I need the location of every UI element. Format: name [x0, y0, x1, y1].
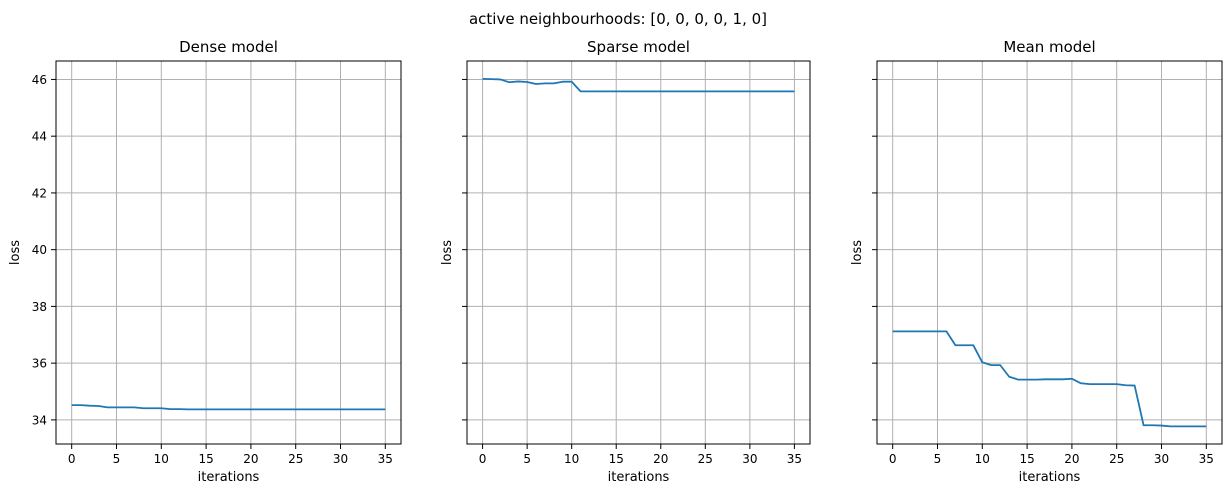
y-tick-label: 42 [32, 186, 47, 200]
x-tick-label: 20 [243, 452, 258, 466]
y-tick-label: 36 [32, 357, 47, 371]
y-axis-label: loss [440, 240, 455, 265]
x-tick-label: 20 [1064, 452, 1079, 466]
x-tick-label: 0 [479, 452, 487, 466]
x-tick-label: 35 [1199, 452, 1214, 466]
x-tick-label: 5 [113, 452, 121, 466]
panel-title: Mean model [1003, 38, 1095, 56]
x-axis-label: iterations [198, 470, 260, 485]
x-tick-label: 15 [1019, 452, 1034, 466]
x-tick-label: 35 [378, 452, 393, 466]
panel-title: Sparse model [587, 38, 690, 56]
x-axis-label: iterations [608, 470, 670, 485]
x-tick-label: 30 [742, 452, 757, 466]
x-tick-label: 10 [564, 452, 579, 466]
panel-title: Dense model [179, 38, 278, 56]
y-axis-label: loss [8, 240, 23, 265]
y-tick-label: 46 [32, 73, 47, 87]
x-axis-label: iterations [1019, 470, 1081, 485]
x-tick-label: 30 [333, 452, 348, 466]
series-line [71, 404, 386, 411]
x-tick-label: 0 [889, 452, 897, 466]
y-tick-label: 44 [32, 130, 47, 144]
x-tick-label: 20 [653, 452, 668, 466]
x-tick-label: 5 [934, 452, 942, 466]
x-tick-label: 10 [154, 452, 169, 466]
plot-frame [55, 60, 402, 445]
chart-panel-2: 0 5 10 15 20 25 30 35 Sparse model iterations loss [440, 38, 811, 485]
x-tick-label: 25 [1109, 452, 1124, 466]
y-tick-label: 40 [32, 243, 47, 257]
chart-panel-1: 0 5 10 15 20 25 30 35 34 36 38 40 42 44 46 Dense model i… [8, 38, 402, 485]
chart-panel-3: 0 5 10 15 20 25 30 35 Mean model iterations loss [850, 38, 1223, 485]
x-tick-label: 25 [698, 452, 713, 466]
x-tick-label: 0 [68, 452, 76, 466]
series-line [482, 77, 795, 93]
series-line [892, 330, 1207, 428]
y-tick-label: 34 [32, 413, 47, 427]
plot-frame [876, 60, 1223, 445]
x-tick-label: 25 [288, 452, 303, 466]
x-tick-label: 15 [198, 452, 213, 466]
y-tick-label: 38 [32, 300, 47, 314]
x-tick-label: 15 [609, 452, 624, 466]
plot-frame [466, 60, 811, 445]
x-tick-label: 35 [787, 452, 802, 466]
x-tick-label: 10 [975, 452, 990, 466]
y-axis-label: loss [850, 240, 865, 265]
x-tick-label: 30 [1154, 452, 1169, 466]
figure-suptitle: active neighbourhoods: [0, 0, 0, 0, 1, 0… [469, 10, 767, 28]
x-tick-label: 5 [523, 452, 531, 466]
